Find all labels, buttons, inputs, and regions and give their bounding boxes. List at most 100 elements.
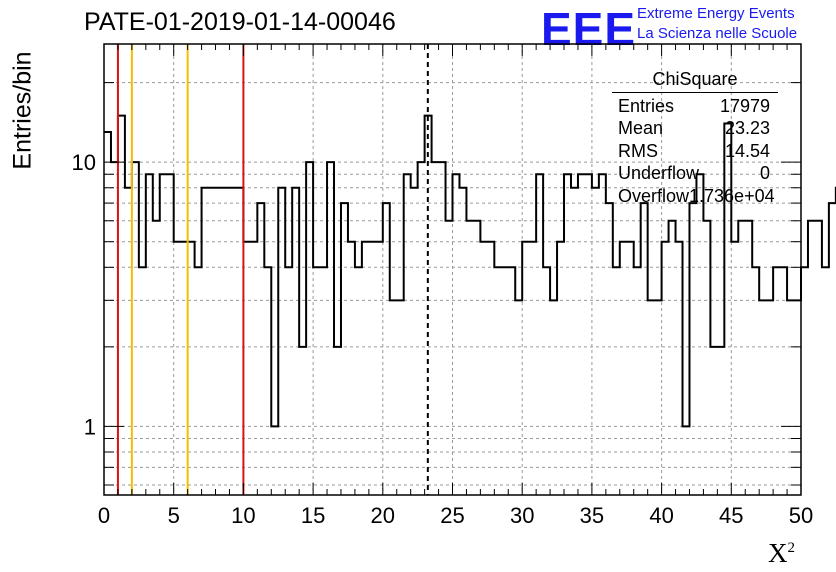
histogram-bin bbox=[773, 267, 780, 495]
x-tick-label: 25 bbox=[440, 503, 464, 528]
histogram-bin bbox=[160, 174, 167, 495]
histogram-bin bbox=[787, 300, 794, 495]
histogram-bin bbox=[801, 267, 808, 495]
histogram-bin bbox=[132, 162, 139, 495]
histogram-bin bbox=[453, 174, 460, 495]
x-tick-label: 5 bbox=[168, 503, 180, 528]
histogram-bin bbox=[202, 188, 209, 495]
histogram-bin bbox=[592, 188, 599, 495]
x-tick-label: 0 bbox=[98, 503, 110, 528]
x-axis-label: X2 bbox=[768, 538, 795, 568]
x-tick-label: 45 bbox=[719, 503, 743, 528]
histogram-bin bbox=[411, 188, 418, 495]
histogram-bin bbox=[167, 174, 174, 495]
histogram-bin bbox=[641, 203, 648, 495]
histogram-bin bbox=[404, 174, 411, 495]
histogram-bin bbox=[369, 242, 376, 495]
chart-title: PATE-01-2019-01-14-00046 bbox=[84, 8, 396, 36]
histogram-bin bbox=[648, 300, 655, 495]
histogram-bin bbox=[522, 242, 529, 495]
histogram-bin bbox=[515, 300, 522, 495]
histogram-bin bbox=[264, 267, 271, 495]
histogram-bin bbox=[710, 347, 717, 495]
histogram-bin bbox=[564, 174, 571, 495]
histogram-bin bbox=[613, 267, 620, 495]
histogram-bin bbox=[181, 242, 188, 495]
stats-row: Mean 23.23 bbox=[618, 118, 770, 138]
histogram-bin bbox=[466, 221, 473, 495]
histogram-bin bbox=[236, 188, 243, 495]
histogram-bin bbox=[759, 300, 766, 495]
grid bbox=[104, 44, 801, 495]
histogram-bin bbox=[731, 242, 738, 495]
y-tick-label: 1 bbox=[84, 414, 96, 439]
logo-caption-line1: Extreme Energy Events bbox=[637, 5, 795, 22]
histogram-bin bbox=[738, 221, 745, 495]
histogram-bin bbox=[243, 242, 250, 495]
histogram-bin bbox=[571, 188, 578, 495]
histogram-bin bbox=[418, 162, 425, 495]
histogram-bin bbox=[780, 267, 787, 495]
y-tick-label: 10 bbox=[72, 150, 96, 175]
stats-row: Entries 17979 bbox=[618, 95, 770, 116]
stats-box: ChiSquare Entries 17979 Mean 23.23 RMS 14.5… bbox=[612, 68, 778, 207]
histogram-bin bbox=[209, 188, 216, 495]
histogram-bin bbox=[829, 203, 836, 495]
histogram-bin bbox=[822, 267, 829, 495]
x-tick-label: 20 bbox=[371, 503, 395, 528]
histogram-bin bbox=[815, 221, 822, 495]
histogram-bin bbox=[494, 267, 501, 495]
histogram-bin bbox=[536, 174, 543, 495]
histogram-bin bbox=[257, 203, 264, 495]
marker-lines bbox=[116, 44, 429, 495]
histogram-bin bbox=[550, 300, 557, 495]
histogram-bin bbox=[508, 267, 515, 495]
histogram-bin bbox=[376, 242, 383, 495]
histogram-bin bbox=[585, 174, 592, 495]
histogram-bin bbox=[599, 174, 606, 495]
x-tick-label: 40 bbox=[649, 503, 673, 528]
histogram-bin bbox=[390, 300, 397, 495]
histogram-bin bbox=[669, 221, 676, 495]
histogram-bin bbox=[606, 203, 613, 495]
stats-title: ChiSquare bbox=[612, 68, 778, 93]
histogram-bin bbox=[299, 347, 306, 495]
x-tick-label: 15 bbox=[301, 503, 325, 528]
histogram-bin bbox=[766, 300, 773, 495]
histogram-bin bbox=[473, 221, 480, 495]
histogram-bin bbox=[439, 162, 446, 495]
histogram-bin bbox=[808, 221, 815, 495]
histogram-bin bbox=[222, 188, 229, 495]
histogram-bin bbox=[529, 242, 536, 495]
histogram-bin bbox=[487, 242, 494, 495]
histogram-bin bbox=[216, 188, 223, 495]
histogram-bin bbox=[459, 188, 466, 495]
histogram-bin bbox=[250, 242, 257, 495]
histogram-bin bbox=[676, 242, 683, 495]
histogram-bin bbox=[104, 132, 111, 495]
histogram-bin bbox=[627, 242, 634, 495]
stats-row: Underflow 0 bbox=[618, 163, 770, 183]
histogram-bin bbox=[620, 242, 627, 495]
histogram-bin bbox=[174, 242, 181, 495]
histogram-bin bbox=[362, 242, 369, 495]
histogram-bin bbox=[229, 188, 236, 495]
histogram-bin bbox=[348, 242, 355, 495]
histogram-bin bbox=[655, 300, 662, 495]
histogram-bin bbox=[146, 174, 153, 495]
histogram-bin bbox=[689, 203, 696, 495]
histogram-bin bbox=[634, 267, 641, 495]
stats-row: Overflow 1.736e+04 bbox=[618, 185, 775, 206]
x-tick-label: 50 bbox=[789, 503, 813, 528]
histogram-bin bbox=[313, 267, 320, 495]
histogram-bin bbox=[383, 203, 390, 495]
histogram-bin bbox=[334, 347, 341, 495]
histogram-bin bbox=[125, 188, 132, 495]
histogram-bin bbox=[285, 267, 292, 495]
histogram-bin bbox=[292, 188, 299, 495]
histogram-bin bbox=[557, 242, 564, 495]
x-tick-label: 30 bbox=[510, 503, 534, 528]
histogram-bin bbox=[703, 221, 710, 495]
histogram-bin bbox=[327, 162, 334, 495]
